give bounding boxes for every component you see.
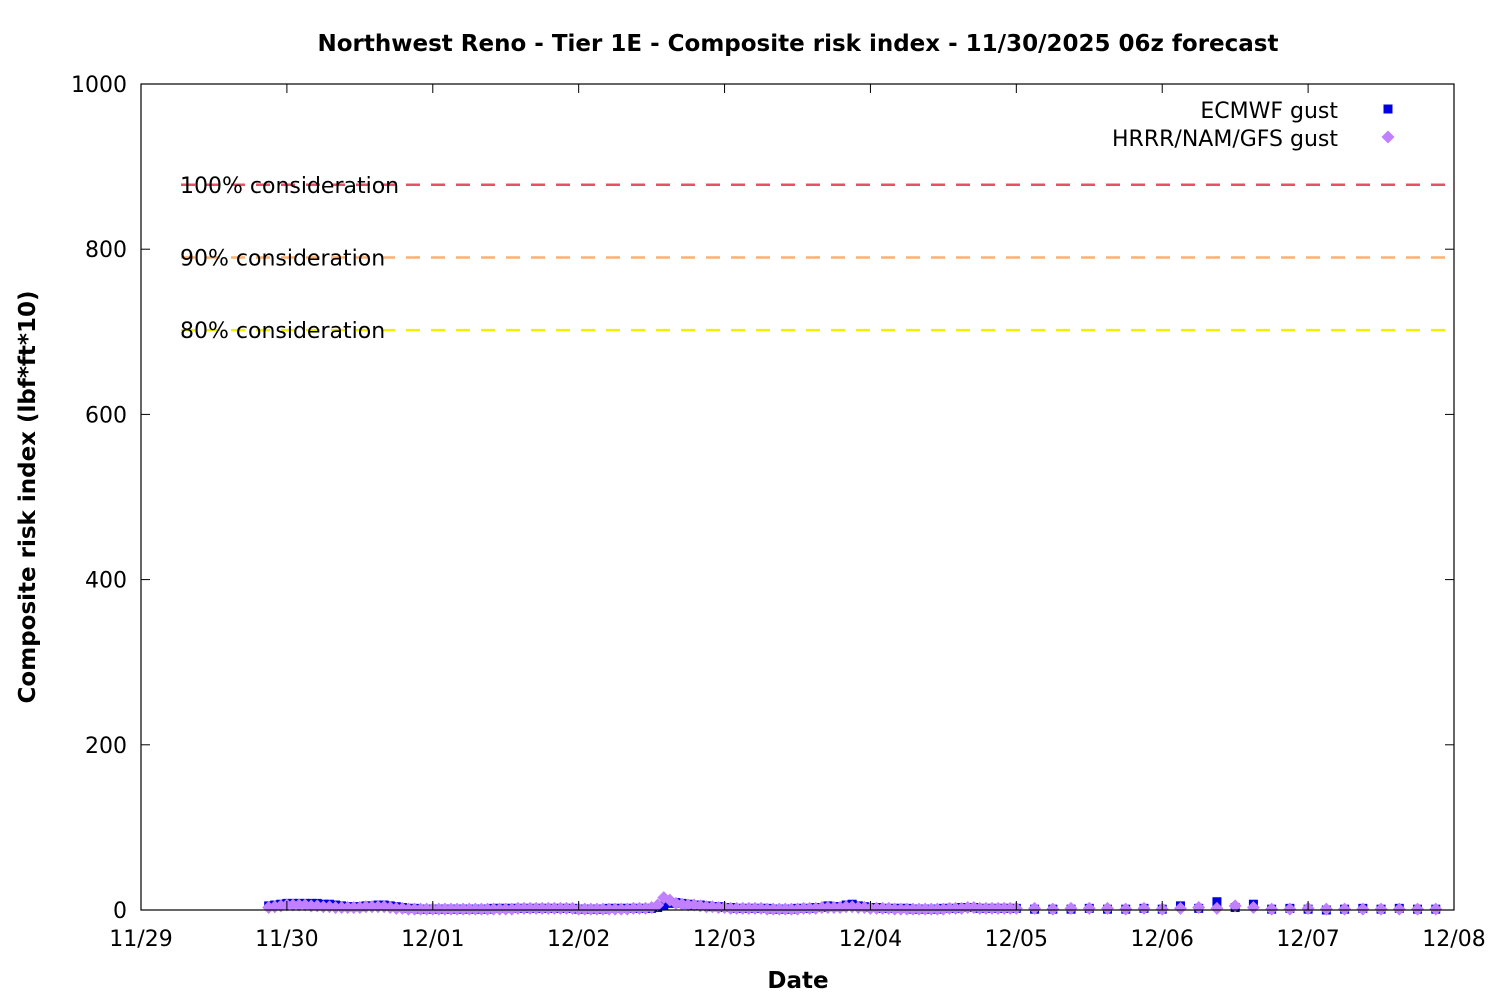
hrrr-point: [1319, 902, 1333, 916]
hrrr-point: [1137, 901, 1151, 915]
legend-marker: [1383, 104, 1393, 114]
chart-title: Northwest Reno - Tier 1E - Composite ris…: [318, 31, 1279, 57]
x-tick-label: 12/03: [693, 927, 756, 952]
y-tick-label: 400: [85, 569, 127, 594]
y-tick-label: 200: [85, 734, 127, 759]
hrrr-point: [1265, 902, 1279, 916]
hrrr-point: [1283, 902, 1297, 916]
threshold-label: 80% consideration: [180, 319, 385, 344]
ecmwf-point: [659, 901, 669, 911]
hrrr-point: [1392, 902, 1406, 916]
hrrr-point: [1374, 902, 1388, 916]
hrrr-point: [1246, 901, 1260, 915]
hrrr-point: [1173, 901, 1187, 915]
legend-marker: [1381, 130, 1395, 144]
hrrr-point: [1064, 901, 1078, 915]
y-tick-label: 1000: [71, 73, 127, 98]
hrrr-point: [1210, 901, 1224, 915]
y-tick-label: 0: [113, 899, 127, 924]
threshold-label: 100% consideration: [180, 174, 399, 199]
legend-label: ECMWF gust: [1200, 99, 1338, 124]
hrrr-point: [1192, 901, 1206, 915]
hrrr-point: [1119, 902, 1133, 916]
x-tick-label: 12/05: [985, 927, 1048, 952]
threshold-label: 90% consideration: [180, 246, 385, 271]
y-axis-label: Composite risk index (lbf*ft*10): [15, 291, 41, 704]
hrrr-point: [1028, 901, 1042, 915]
hrrr-point: [1411, 902, 1425, 916]
x-tick-label: 12/02: [547, 927, 610, 952]
legend-label: HRRR/NAM/GFS gust: [1112, 127, 1338, 152]
hrrr-point: [651, 898, 665, 912]
x-tick-label: 12/01: [401, 927, 464, 952]
y-tick-label: 600: [85, 403, 127, 428]
hrrr-point: [1228, 899, 1242, 913]
x-axis-label: Date: [767, 968, 828, 994]
hrrr-point: [1356, 902, 1370, 916]
hrrr-point: [1429, 902, 1443, 916]
hrrr-point: [1082, 901, 1096, 915]
ecmwf-point: [1212, 897, 1222, 907]
y-tick-label: 800: [85, 238, 127, 263]
x-tick-label: 12/08: [1422, 927, 1485, 952]
series-1: [262, 891, 1443, 916]
x-tick-label: 12/04: [839, 927, 902, 952]
hrrr-point: [1338, 902, 1352, 916]
x-tick-label: 11/30: [255, 927, 318, 952]
x-tick-label: 11/29: [109, 927, 172, 952]
hrrr-point: [1046, 902, 1060, 916]
x-tick-label: 12/07: [1276, 927, 1339, 952]
x-tick-label: 12/06: [1131, 927, 1194, 952]
plot-frame: [140, 83, 1455, 911]
hrrr-point: [1101, 901, 1115, 915]
